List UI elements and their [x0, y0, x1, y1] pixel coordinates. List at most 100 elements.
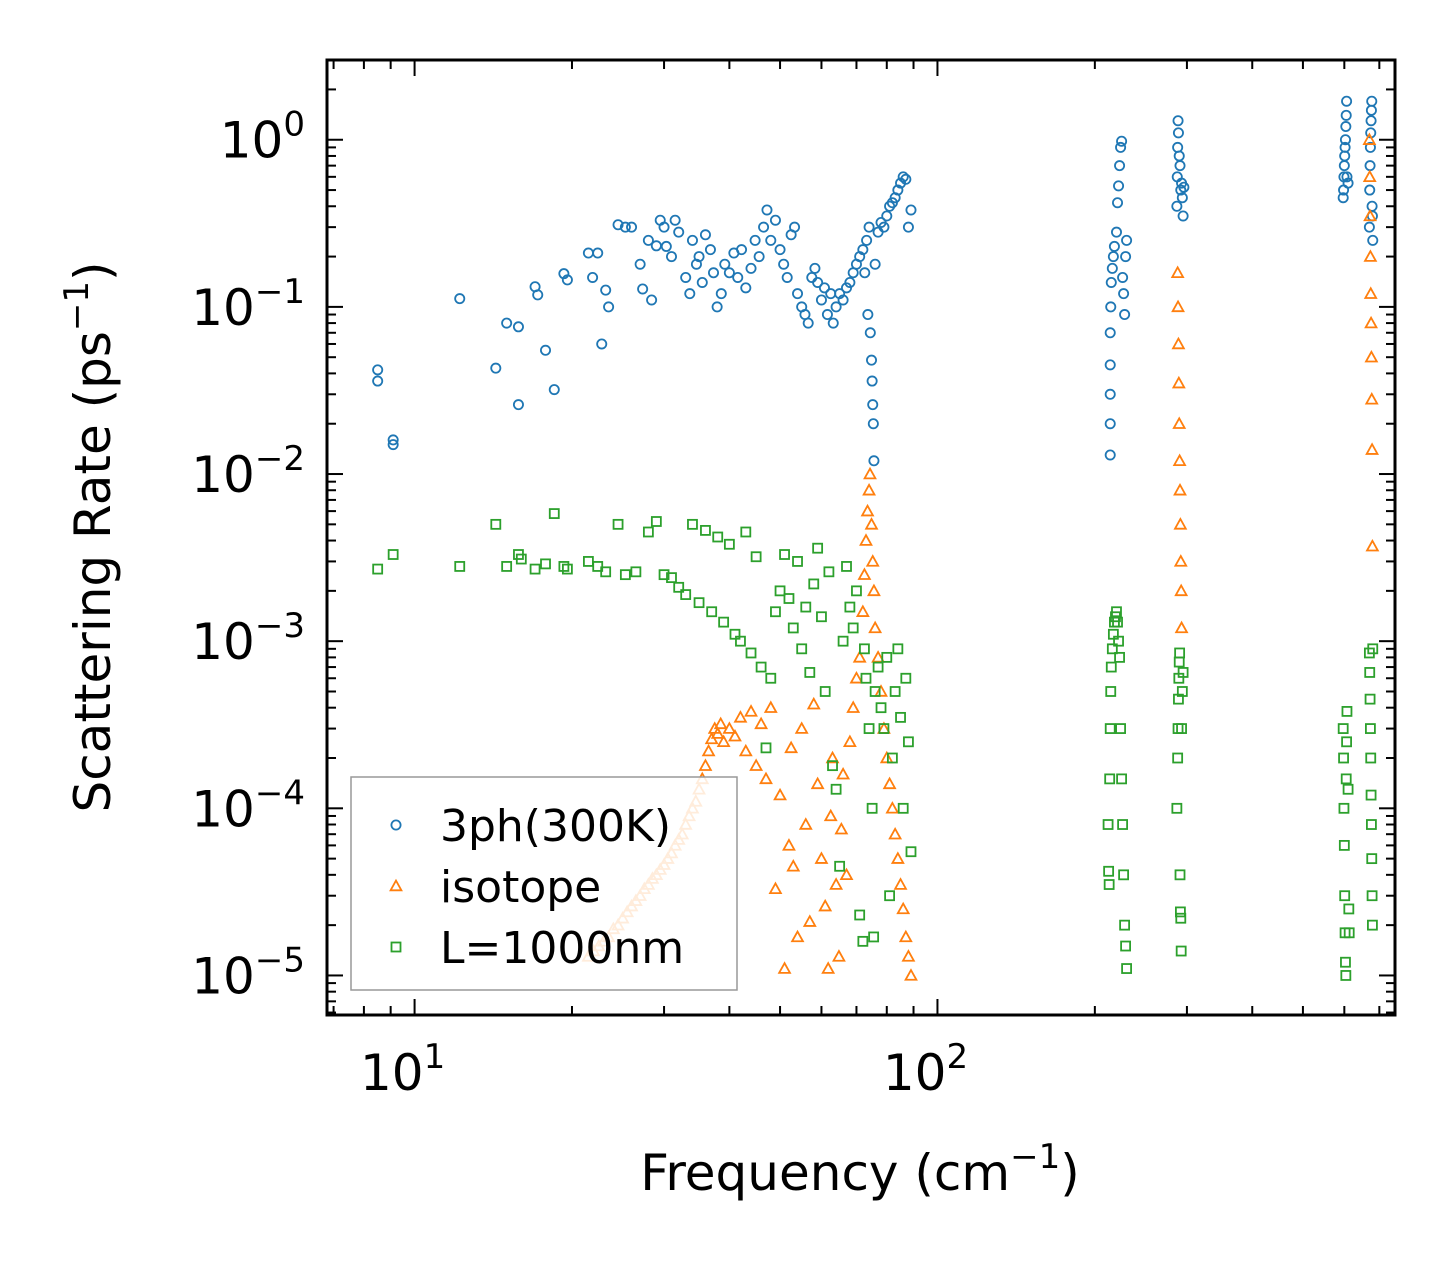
square-point	[1365, 789, 1377, 801]
circle-point	[872, 226, 884, 238]
square-point	[844, 601, 856, 613]
circle-point	[892, 184, 904, 196]
circle-point	[1104, 327, 1116, 339]
circle-point	[512, 399, 524, 411]
triangle-point	[888, 826, 903, 840]
y-axis-label: Scattering Rate (ps−1)	[57, 261, 122, 812]
square-point	[1364, 667, 1376, 678]
x-axis-label: Frequency (cm−1)	[640, 1137, 1080, 1202]
square-point	[1338, 802, 1350, 814]
square-point	[1338, 752, 1349, 764]
triangle-point	[1173, 554, 1188, 567]
circle-point	[863, 221, 875, 233]
square-point	[1115, 723, 1126, 734]
circle-point	[1340, 109, 1352, 121]
square-point	[895, 711, 906, 723]
triangle-point	[1174, 583, 1189, 597]
circle-point	[878, 221, 890, 233]
y-tick-label: 10−5	[191, 940, 305, 1005]
triangle-point	[802, 914, 817, 927]
circle-point	[372, 364, 384, 376]
circle-point	[673, 226, 685, 238]
square-point	[1114, 651, 1125, 663]
square-point	[859, 643, 870, 655]
circle-point	[699, 229, 711, 241]
square-point	[1343, 903, 1355, 915]
triangle-point	[846, 700, 861, 713]
circle-point	[1364, 184, 1376, 196]
square-point	[1365, 752, 1377, 764]
square-point	[905, 846, 917, 858]
square-point	[760, 742, 772, 754]
circle-point	[1367, 234, 1379, 246]
square-point	[583, 556, 594, 567]
circle-point	[634, 258, 646, 270]
circle-point	[387, 439, 399, 451]
circle-point	[532, 289, 544, 301]
square-point	[387, 549, 399, 560]
circle-point	[859, 267, 871, 279]
circle-point	[1176, 192, 1188, 204]
y-tick-label: 100	[220, 105, 305, 170]
circle-point	[1118, 288, 1130, 300]
square-point	[1105, 661, 1117, 673]
circle-point	[778, 258, 790, 270]
circle-point	[1116, 135, 1128, 147]
legend-box	[350, 776, 738, 991]
circle-point	[1366, 95, 1378, 107]
circle-point	[646, 294, 658, 306]
circle-point	[603, 301, 615, 313]
circle-point	[582, 247, 594, 259]
triangle-point	[1173, 517, 1188, 530]
square-point	[612, 518, 624, 530]
square-point	[1340, 773, 1352, 785]
triangle-point	[1170, 265, 1185, 278]
circle-point	[736, 244, 748, 256]
square-point	[779, 549, 790, 560]
triangle-point	[810, 776, 825, 790]
circle-point	[1120, 251, 1132, 263]
square-point	[1175, 945, 1187, 957]
square-point	[642, 526, 654, 538]
triangle-point	[794, 721, 809, 734]
circle-point	[1108, 240, 1120, 252]
legend-item: L=1000nm	[390, 923, 684, 974]
triangle-point	[1171, 336, 1186, 350]
square-point	[706, 606, 718, 618]
triangle-point	[786, 859, 801, 872]
triangle-point	[818, 898, 833, 912]
circle-point	[1365, 104, 1377, 116]
triangle-point	[1364, 315, 1379, 329]
plot-frame	[325, 58, 1397, 1017]
square-point	[863, 723, 875, 734]
circle-point	[866, 375, 878, 387]
square-point	[897, 802, 909, 814]
square-point	[812, 542, 824, 554]
circle-point	[774, 244, 786, 256]
circle-point	[454, 293, 466, 305]
square-point	[804, 667, 816, 678]
plot-area	[372, 95, 1380, 981]
triangle-point	[749, 758, 764, 771]
square-point	[881, 651, 893, 663]
square-point	[851, 585, 862, 597]
square-point	[1173, 656, 1185, 668]
triangle-point	[901, 949, 916, 962]
square-point	[1174, 647, 1186, 659]
triangle-point	[806, 696, 821, 710]
triangle-point	[874, 684, 888, 697]
square-point	[869, 686, 881, 697]
circle-point	[868, 455, 880, 467]
triangle-point	[798, 817, 813, 830]
square-point	[650, 516, 662, 527]
circle-point	[781, 271, 793, 283]
circle-point	[809, 262, 821, 274]
triangle-point	[834, 821, 849, 835]
triangle-point	[773, 787, 787, 801]
triangle-point	[865, 554, 880, 567]
circle-point	[1175, 184, 1187, 196]
square-point	[745, 647, 757, 659]
circle-point	[758, 221, 770, 233]
square-point	[755, 661, 767, 673]
